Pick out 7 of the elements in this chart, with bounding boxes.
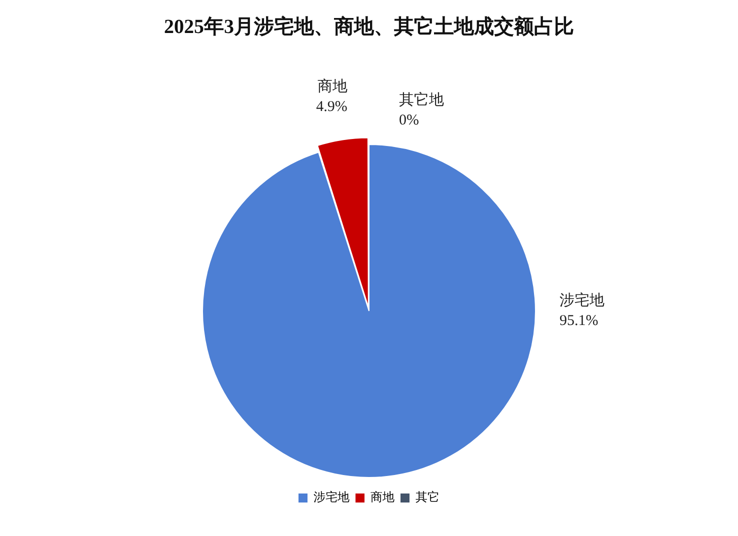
legend-label: 商地 bbox=[370, 490, 394, 504]
data-label: 涉宅地 95.1% bbox=[560, 292, 604, 329]
legend-label: 涉宅地 bbox=[314, 490, 350, 504]
legend-label: 其它 bbox=[416, 490, 440, 504]
text: 其它地 0% bbox=[399, 92, 444, 128]
data-label: 商地 4.9% bbox=[316, 78, 348, 115]
chart-title: 2025年3月涉宅地、商地、其它土地成交额占比 bbox=[164, 15, 574, 38]
